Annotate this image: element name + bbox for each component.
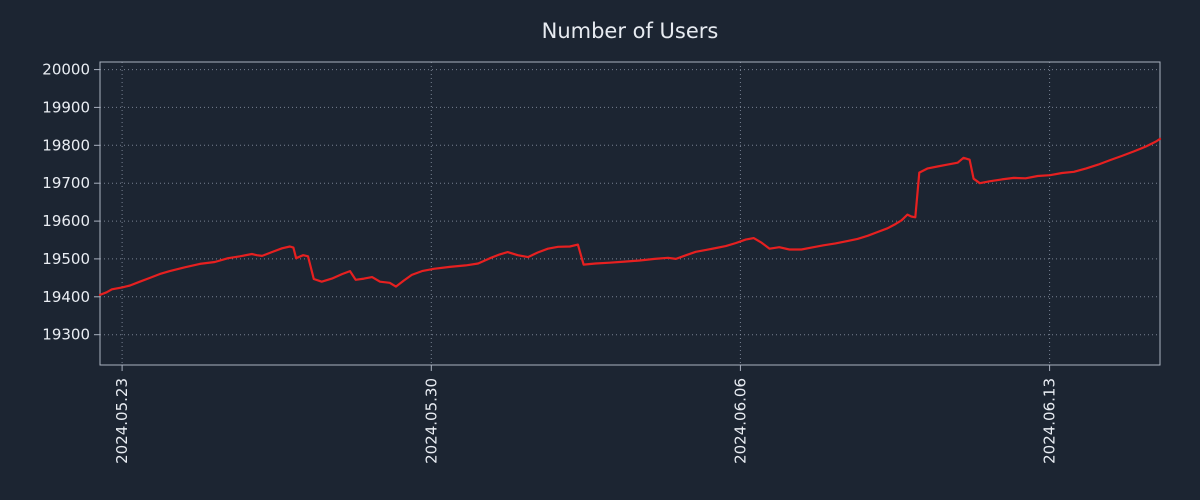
tick-label-layer: 19300 19400 19500 19600 19700 19800 19900 20000… [42, 61, 1058, 464]
x-tick-label: 2024.06.13 [1041, 378, 1059, 464]
plot-frame [99, 61, 1161, 366]
series-line-users [98, 137, 1162, 296]
grid-layer [100, 62, 1160, 365]
x-tick-label: 2024.06.06 [731, 378, 749, 464]
y-tick-label: 19300 [42, 326, 90, 344]
y-tick-label: 19400 [42, 288, 90, 306]
y-tick-label: 19700 [42, 174, 90, 192]
y-tick-label: 19600 [42, 212, 90, 230]
series-layer [98, 137, 1162, 296]
x-tick-label: 2024.05.23 [113, 378, 131, 464]
y-tick-label: 19500 [42, 250, 90, 268]
axis-layer [94, 61, 1161, 371]
y-tick-label: 19800 [42, 136, 90, 154]
y-tick-label: 19900 [42, 98, 90, 116]
chart-title: Number of Users [542, 19, 719, 43]
x-tick-label: 2024.05.30 [422, 378, 440, 464]
y-tick-label: 20000 [42, 61, 90, 79]
